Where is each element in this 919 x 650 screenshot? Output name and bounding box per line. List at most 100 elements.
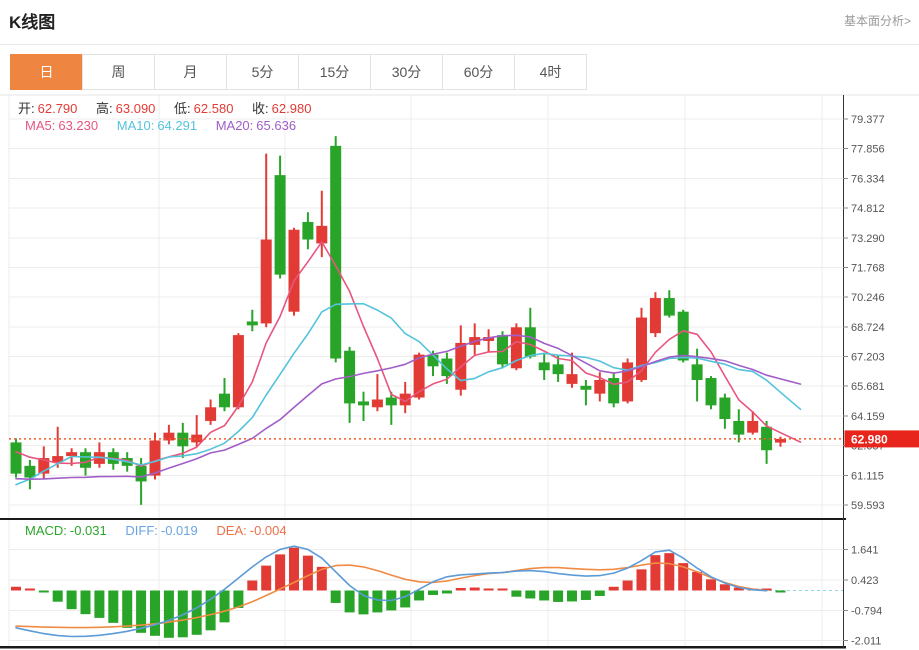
macd-bar <box>719 584 730 591</box>
candle-down <box>24 459 36 490</box>
close-quote: 收: 62.980 <box>252 101 312 116</box>
macd-bar <box>177 590 188 638</box>
macd-bar <box>261 565 272 591</box>
candle-body <box>163 432 175 441</box>
macd-bar <box>469 587 480 591</box>
macd-bar <box>94 590 105 618</box>
candle-body <box>358 401 369 406</box>
tab-month[interactable]: 月 <box>154 54 227 90</box>
y-axis-tick-label: 0.423 <box>851 575 879 587</box>
y-axis-tick-label: 61.115 <box>851 470 884 482</box>
macd-bar <box>24 588 35 591</box>
y-axis-tick-label: 67.203 <box>851 352 885 364</box>
candle-body <box>566 374 578 384</box>
macd-bar <box>525 590 536 599</box>
macd-legend: MACD: -0.031 <box>25 523 107 538</box>
macd-bar <box>733 587 744 591</box>
candle-body <box>594 379 606 394</box>
macd-bar <box>52 590 63 602</box>
open-quote: 开: 62.790 <box>18 101 78 116</box>
candle-up <box>93 442 105 468</box>
macd-bar <box>622 580 633 591</box>
candle-body <box>608 378 620 404</box>
tab-day[interactable]: 日 <box>10 54 83 90</box>
macd-bar <box>38 590 49 593</box>
tab-5min[interactable]: 5分 <box>226 54 299 90</box>
y-axis-tick-label: 64.159 <box>851 411 885 423</box>
macd-bar <box>372 590 383 613</box>
candle-down <box>302 212 314 250</box>
low-quote: 低: 62.580 <box>174 101 234 116</box>
candle-up <box>52 426 64 468</box>
macd-bar <box>608 586 619 591</box>
candle-down <box>524 307 536 359</box>
candle-up <box>232 333 244 410</box>
diff-line <box>15 545 768 638</box>
candle-down <box>580 379 592 406</box>
macd-bar <box>706 579 716 591</box>
candle-down <box>10 438 22 478</box>
candle-up <box>371 374 383 412</box>
candle-body <box>316 225 328 244</box>
title-divider <box>0 44 919 45</box>
candle-body <box>649 298 661 334</box>
candle-up <box>399 381 411 414</box>
candle-down <box>719 393 731 429</box>
candle-down <box>358 391 369 421</box>
ma10-legend: MA10: 64.291 <box>116 118 198 133</box>
macd-bar <box>330 590 341 603</box>
candle-down <box>344 346 356 423</box>
fundamental-analysis-link[interactable]: 基本面分析> <box>843 14 911 28</box>
macd-bar <box>511 590 522 597</box>
macd-bar <box>275 554 286 591</box>
candle-body <box>399 393 411 406</box>
candle-up <box>260 153 272 328</box>
candle-up <box>483 329 495 353</box>
candle-up <box>510 323 522 371</box>
candle-down <box>761 420 773 464</box>
y-axis-tick-label: 76.334 <box>851 173 885 185</box>
candle-body <box>260 239 272 324</box>
tab-60min[interactable]: 60分 <box>442 54 515 90</box>
ma10-line <box>15 302 802 486</box>
macd-bar <box>205 590 216 631</box>
candle-body <box>691 364 703 380</box>
candle-body <box>427 354 439 367</box>
candle-body <box>66 452 78 457</box>
macd-bar <box>358 590 369 615</box>
macd-bar <box>636 569 647 591</box>
candle-body <box>330 145 342 359</box>
macd-bar <box>414 590 425 601</box>
macd-bar <box>775 590 786 593</box>
tab-30min[interactable]: 30分 <box>370 54 443 90</box>
macd-bar <box>400 590 411 608</box>
tab-week[interactable]: 周 <box>82 54 155 90</box>
panel-borders <box>0 94 919 649</box>
candle-up <box>191 415 203 447</box>
tab-15min[interactable]: 15分 <box>298 54 371 90</box>
candle-down <box>246 309 258 332</box>
y-axis-tick-label: 74.812 <box>851 203 885 215</box>
macd-bar <box>80 590 91 615</box>
macd-bar <box>483 588 494 591</box>
macd-bar <box>122 590 133 628</box>
macd-bar <box>428 590 438 595</box>
candle-up <box>205 399 217 425</box>
y-axis-tick-label: 77.856 <box>851 144 885 156</box>
candle-down <box>538 352 550 380</box>
candle-body <box>191 434 203 443</box>
candle-body <box>733 420 745 435</box>
y-axis-tick-label: -2.011 <box>851 636 881 648</box>
candle-up <box>316 190 328 258</box>
candle-body <box>10 442 22 474</box>
candle-body <box>38 458 50 474</box>
candle-up <box>288 227 300 316</box>
candle-body <box>761 426 773 451</box>
candle-body <box>705 378 717 406</box>
y-axis-tick-label: -0.794 <box>851 605 882 617</box>
tab-4hour[interactable]: 4时 <box>514 54 587 90</box>
current-price-badge-label: 62.980 <box>851 432 888 446</box>
macd-legend-bar: MACD: -0.031 DIFF: -0.019 DEA: -0.004 <box>25 523 302 538</box>
y-axis-tick-label: 1.641 <box>851 545 879 557</box>
candle-up <box>747 411 759 435</box>
